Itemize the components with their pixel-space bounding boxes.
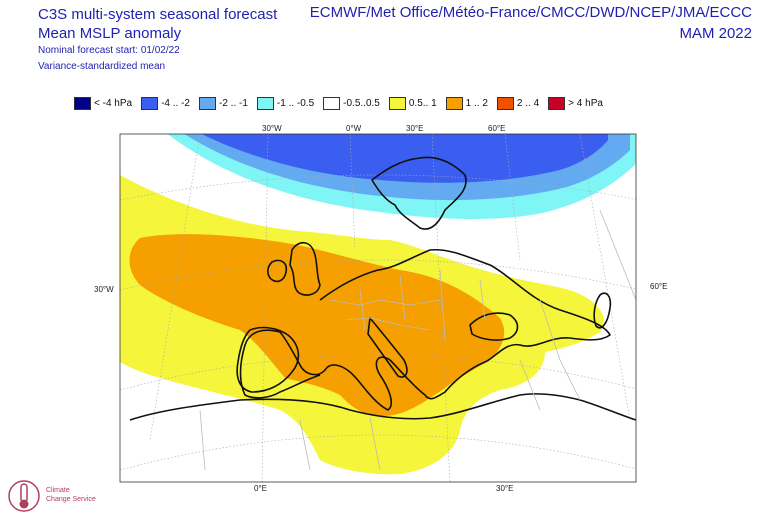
left-lon-label: 30°W <box>94 285 114 294</box>
legend-item: 1 .. 2 <box>445 96 488 110</box>
bottom-lon-label: 0°E <box>254 484 267 493</box>
top-lon-label: 30°W <box>262 124 282 133</box>
legend-label: 0.5.. 1 <box>408 97 437 109</box>
legend-swatch <box>445 96 463 110</box>
right-lon-label: 60°E <box>650 282 667 291</box>
legend-item: 0.5.. 1 <box>388 96 437 110</box>
legend-swatch <box>496 96 514 110</box>
season-label: MAM 2022 <box>679 25 752 42</box>
coast-britain <box>289 241 321 296</box>
legend-swatch <box>141 96 159 110</box>
legend-swatch <box>256 96 274 110</box>
coast-mainland <box>239 248 611 411</box>
legend-item: 2 .. 4 <box>496 96 540 110</box>
legend-label: < -4 hPa <box>94 97 133 109</box>
systems-list: ECMWF/Met Office/Météo-France/CMCC/DWD/N… <box>309 4 752 21</box>
legend-item: -4 .. -2 <box>141 96 190 110</box>
coastlines <box>129 156 636 421</box>
forecast-start: Nominal forecast start: 01/02/22 <box>38 45 180 56</box>
legend-swatch <box>388 96 406 110</box>
top-lon-label: 0°W <box>346 124 362 133</box>
country-borders <box>199 209 636 471</box>
band-minus-4 <box>201 134 608 183</box>
title-line-1: C3S multi-system seasonal forecast <box>38 6 278 23</box>
logo-line-1: Climate <box>46 487 70 494</box>
coast-black-sea <box>469 312 519 341</box>
graticule <box>120 134 636 482</box>
band-plus-1 <box>129 234 505 416</box>
legend-swatch <box>199 96 216 110</box>
map-frame <box>119 133 637 483</box>
legend-label: -1 .. -0.5 <box>276 97 315 109</box>
top-lon-label: 60°E <box>488 124 505 133</box>
legend-item: -0.5..0.5 <box>323 96 380 110</box>
bottom-lon-label: 30°E <box>496 484 513 493</box>
coast-italy <box>367 317 408 378</box>
legend-label: -4 .. -2 <box>161 97 190 109</box>
legend-item: -2 .. -1 <box>199 96 248 110</box>
map-field <box>120 134 636 482</box>
coast-scandinavia <box>371 156 467 230</box>
legend-item: > 4 hPa <box>548 96 603 110</box>
legend-swatch <box>74 96 91 110</box>
legend-item: -1 .. -0.5 <box>256 96 315 110</box>
legend-swatch <box>323 96 341 110</box>
legend-label: -2 .. -1 <box>219 97 248 109</box>
climate-change-service-logo: Climate Change Service <box>4 476 104 518</box>
legend-label: 2 .. 4 <box>516 97 540 109</box>
legend-label: > 4 hPa <box>568 97 603 109</box>
legend-label: 1 .. 2 <box>465 97 488 109</box>
coast-caspian <box>593 292 612 329</box>
thermometer-logo-icon <box>8 480 40 512</box>
top-lon-label: 30°E <box>406 124 423 133</box>
method-note: Variance-standardized mean <box>38 61 166 72</box>
legend-item: < -4 hPa <box>74 96 133 110</box>
logo-line-2: Change Service <box>46 496 96 503</box>
legend-label: -0.5..0.5 <box>343 97 380 109</box>
color-legend: < -4 hPa -4 .. -2 -2 .. -1 -1 .. -0.5 -0… <box>74 96 612 110</box>
coast-iberia <box>236 326 300 393</box>
legend-swatch <box>548 96 566 110</box>
coast-africa <box>129 393 636 421</box>
title-line-2: Mean MSLP anomaly <box>38 25 182 42</box>
coast-ireland <box>267 259 288 283</box>
